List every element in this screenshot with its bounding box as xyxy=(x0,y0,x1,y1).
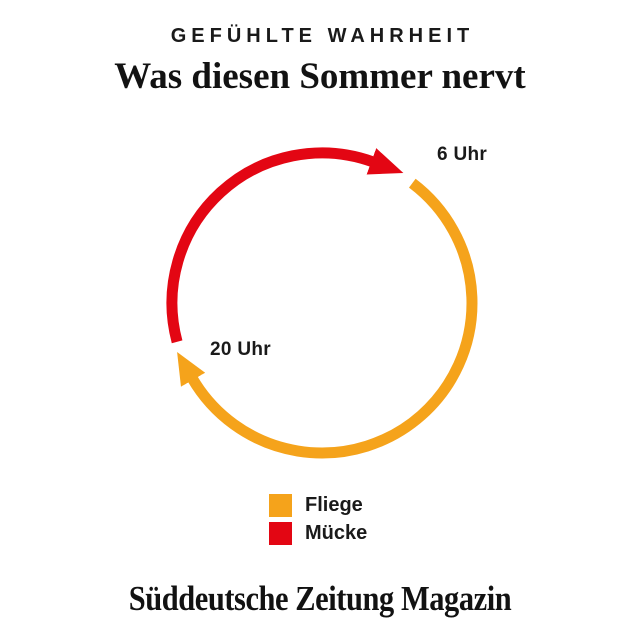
muecke-arc xyxy=(166,147,404,344)
series-kicker: GEFÜHLTE WAHRHEIT xyxy=(170,25,475,47)
tick-label-20-uhr: 20 Uhr xyxy=(210,339,271,360)
page-title: Was diesen Sommer nervt xyxy=(114,56,526,97)
legend-item-muecke: Mücke xyxy=(269,522,367,545)
fliege-swatch xyxy=(269,494,292,517)
magazine-wordmark: Süddeutsche Zeitung Magazin xyxy=(128,579,512,618)
legend: Fliege Mücke xyxy=(269,494,367,545)
legend-item-fliege: Fliege xyxy=(269,494,367,517)
muecke-swatch xyxy=(269,522,292,545)
fliege-arc xyxy=(177,178,478,459)
tick-label-6-uhr: 6 Uhr xyxy=(437,144,488,165)
legend-label-fliege: Fliege xyxy=(305,494,363,516)
legend-label-muecke: Mücke xyxy=(305,522,368,544)
